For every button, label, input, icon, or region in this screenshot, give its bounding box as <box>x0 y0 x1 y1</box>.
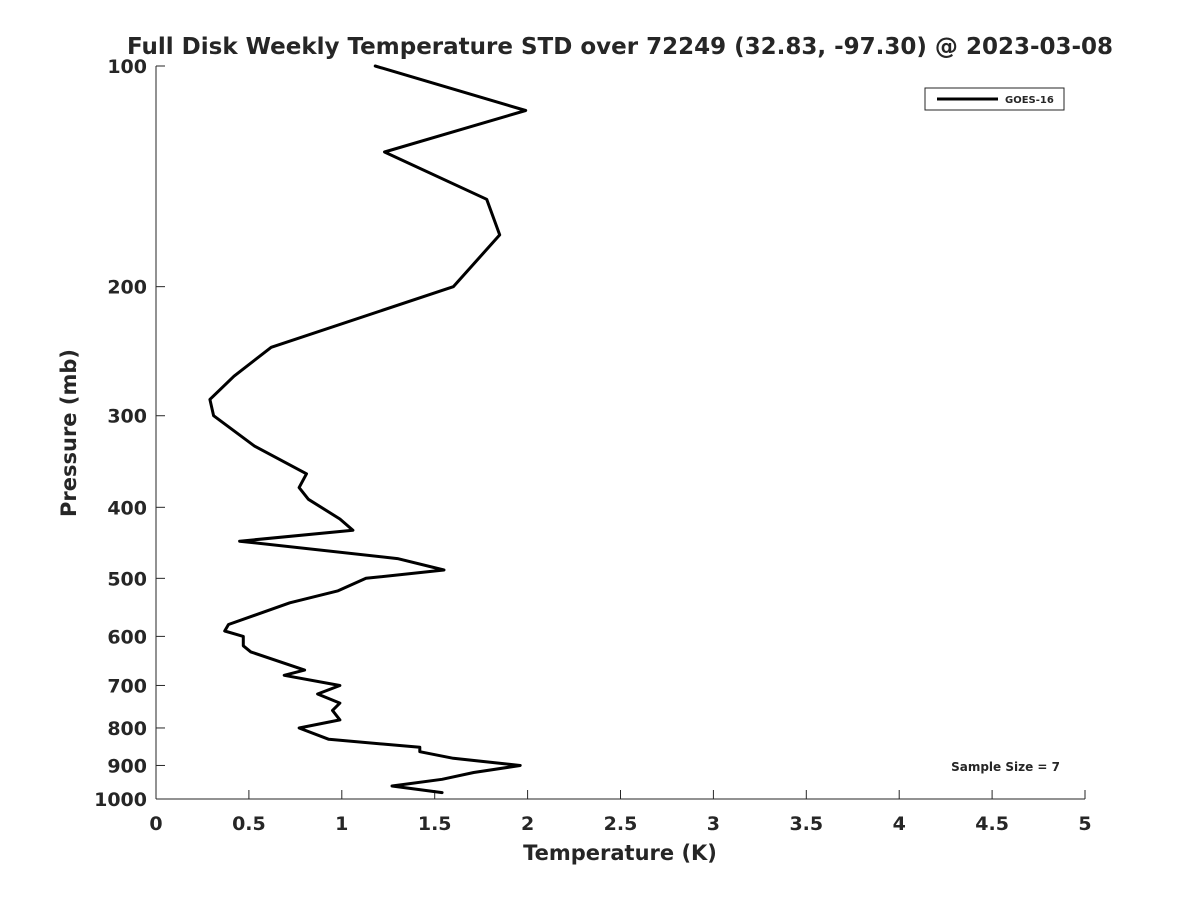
y-tick-label: 900 <box>107 755 147 777</box>
x-tick-label: 1 <box>335 813 348 835</box>
y-tick-label: 200 <box>107 277 147 299</box>
x-tick-label: 0.5 <box>232 813 266 835</box>
chart-title: Full Disk Weekly Temperature STD over 72… <box>127 34 1113 60</box>
legend: GOES-16 <box>925 88 1064 110</box>
x-tick-label: 4.5 <box>975 813 1009 835</box>
x-tick-label: 0 <box>149 813 162 835</box>
y-tick-label: 500 <box>107 568 147 590</box>
x-tick-label: 3 <box>707 813 720 835</box>
legend-label-goes-16: GOES-16 <box>1005 95 1054 106</box>
x-tick-label: 4 <box>893 813 906 835</box>
x-ticks: 0 0.5 1 1.5 2 2.5 3 3.5 4 4.5 5 <box>149 790 1091 835</box>
series-line-goes-16 <box>210 66 526 793</box>
y-tick-label: 400 <box>107 497 147 519</box>
x-tick-label: 3.5 <box>789 813 823 835</box>
x-tick-label: 5 <box>1078 813 1091 835</box>
plot-axes <box>156 66 1085 799</box>
x-tick-label: 2 <box>521 813 534 835</box>
series-layer <box>210 66 526 793</box>
y-tick-label: 300 <box>107 406 147 428</box>
sample-size-annotation: Sample Size = 7 <box>951 760 1060 774</box>
y-tick-label: 800 <box>107 718 147 740</box>
y-ticks: 100 200 300 400 500 600 700 800 900 1000 <box>94 56 165 811</box>
y-tick-label: 700 <box>107 675 147 697</box>
y-axis-label: Pressure (mb) <box>57 349 81 517</box>
x-axis-label: Temperature (K) <box>523 841 717 865</box>
y-tick-label: 600 <box>107 626 147 648</box>
y-tick-label: 1000 <box>94 789 147 811</box>
x-tick-label: 2.5 <box>604 813 638 835</box>
y-tick-label: 100 <box>107 56 147 78</box>
x-tick-label: 1.5 <box>418 813 452 835</box>
